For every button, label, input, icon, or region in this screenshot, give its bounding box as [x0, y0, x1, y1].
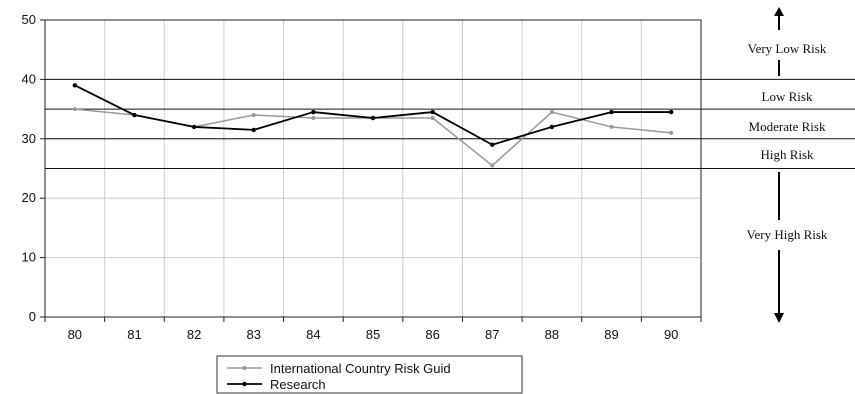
data-point-icrg: [72, 107, 77, 112]
x-tick-label: 90: [664, 327, 678, 342]
legend-marker-icrg: [242, 366, 247, 370]
y-tick-label: 0: [29, 309, 36, 324]
x-tick-label: 84: [306, 327, 320, 342]
risk-zone-label: Moderate Risk: [749, 119, 826, 134]
data-point-icrg: [549, 110, 554, 115]
x-tick-label: 81: [127, 327, 141, 342]
data-point-icrg: [311, 116, 316, 121]
legend-box: [216, 355, 523, 394]
axes-layer: 0 10 20 30 40 50 80 81 82 83 84 85 86 87 88 89 90: [22, 12, 702, 342]
series-layer: [72, 83, 674, 168]
x-tick-label: 80: [68, 327, 82, 342]
data-point-research: [191, 124, 197, 130]
data-point-research: [132, 112, 137, 118]
arrow-up-icon: [774, 7, 784, 16]
x-tick-label: 86: [425, 327, 439, 342]
data-point-research: [430, 109, 435, 115]
zone-label-background: [737, 227, 855, 245]
risk-zone-label: Very Low Risk: [748, 41, 827, 56]
zone-label-background: [728, 37, 853, 55]
arrow-down-icon: [774, 313, 784, 323]
plot-frame: [44, 19, 702, 318]
risk-zone-label: Low Risk: [762, 89, 813, 104]
data-point-research: [549, 124, 555, 130]
y-tick-label: 10: [22, 250, 36, 265]
data-point-research: [668, 109, 674, 115]
data-point-research: [490, 142, 495, 147]
y-tick-label: 40: [22, 71, 36, 86]
risk-zone-label: High Risk: [760, 147, 814, 162]
data-point-research: [72, 83, 78, 88]
x-tick-label: 89: [604, 327, 618, 342]
risk-zone-label: Very High Risk: [747, 227, 828, 242]
x-tick-label: 82: [187, 327, 201, 342]
x-tick-label: 85: [366, 327, 380, 342]
x-tick-label: 87: [485, 327, 499, 342]
data-point-icrg: [251, 113, 256, 118]
y-tick-label: 50: [22, 12, 36, 27]
data-point-icrg: [430, 116, 435, 121]
legend-marker-research: [242, 381, 247, 387]
y-tick-label: 20: [22, 190, 36, 205]
y-tick-label: 30: [22, 131, 36, 146]
data-point-icrg: [490, 163, 495, 168]
x-tick-label: 83: [246, 327, 260, 342]
data-point-research: [609, 109, 614, 115]
legend-label-icrg: International Country Risk Guid: [270, 361, 451, 376]
risk-threshold-layer: [45, 78, 855, 169]
legend: International Country Risk Guid Research: [216, 355, 523, 394]
x-tick-label: 88: [545, 327, 559, 342]
risk-zone-layer: Very Low Risk Low Risk Moderate Risk High R…: [728, 7, 855, 323]
data-point-research: [370, 115, 376, 121]
data-point-research: [311, 109, 316, 115]
data-point-research: [251, 127, 256, 133]
legend-label-research: Research: [270, 377, 326, 392]
data-point-icrg: [669, 130, 674, 135]
data-point-icrg: [609, 124, 614, 129]
